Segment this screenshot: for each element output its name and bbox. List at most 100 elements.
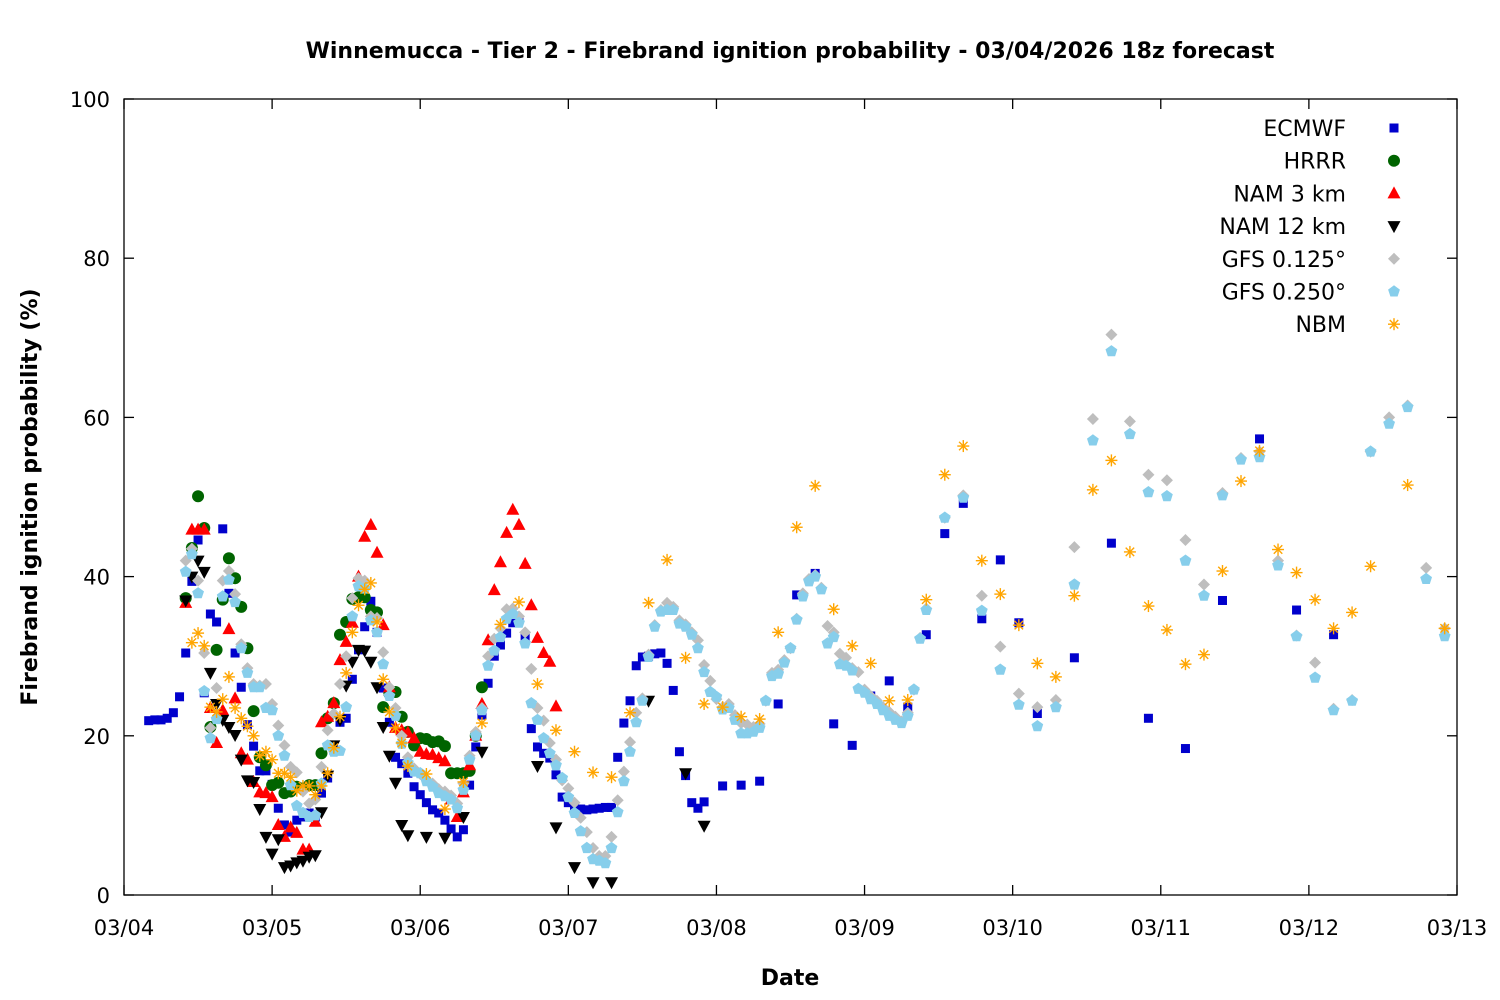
data-point-ecmwf — [175, 692, 185, 702]
data-point-ecmwf — [508, 618, 518, 628]
data-point-nam-3-km — [407, 731, 421, 744]
data-point-gfs-0-250 — [648, 620, 661, 632]
data-point-nbm — [266, 753, 279, 766]
data-point-gfs-0-125 — [1068, 541, 1081, 554]
data-point-nam-12-km — [358, 645, 372, 658]
data-point-nam-3-km — [487, 583, 501, 596]
data-point-ecmwf — [637, 652, 647, 662]
data-point-ecmwf — [428, 805, 438, 815]
data-point-nbm — [587, 766, 600, 779]
data-point-nbm — [204, 701, 217, 714]
data-point-ecmwf — [662, 658, 672, 668]
data-point-nbm — [383, 705, 396, 718]
data-point-ecmwf — [693, 803, 703, 813]
data-point-gfs-0-125 — [519, 626, 532, 639]
data-point-gfs-0-125 — [617, 765, 630, 778]
x-tick-label: 03/13 — [1427, 916, 1488, 940]
data-point-ecmwf — [150, 715, 160, 725]
data-point-nbm — [920, 593, 933, 606]
data-point-gfs-0-250 — [494, 630, 507, 643]
data-point-gfs-0-250 — [1401, 400, 1414, 413]
data-point-nbm — [1197, 648, 1210, 661]
data-point-gfs-0-250 — [531, 713, 544, 725]
chart-title: Winnemucca - Tier 2 - Firebrand ignition… — [306, 39, 1275, 64]
data-point-gfs-0-250 — [574, 825, 587, 837]
data-point-nam-12-km — [265, 848, 279, 861]
x-tick-label: 03/10 — [982, 916, 1043, 940]
data-point-gfs-0-250 — [871, 697, 883, 709]
data-point-gfs-0-250 — [858, 686, 871, 698]
data-point-ecmwf — [526, 724, 536, 734]
legend-marker-gfs-0-250 — [1388, 285, 1400, 297]
data-point-ecmwf — [619, 718, 629, 728]
data-point-ecmwf — [1069, 653, 1079, 663]
data-point-nbm — [438, 803, 451, 816]
data-point-nam-3-km — [327, 696, 341, 709]
data-point-ecmwf — [1180, 744, 1190, 754]
x-tick-label: 03/08 — [686, 916, 747, 940]
data-point-ecmwf — [347, 674, 357, 684]
data-point-gfs-0-250 — [846, 664, 859, 676]
legend-label-nam-12-km: NAM 12 km — [1219, 215, 1346, 240]
data-point-gfs-0-250 — [753, 721, 766, 733]
data-point-nam-3-km — [549, 699, 563, 712]
data-point-nam-12-km — [475, 746, 489, 759]
data-point-nbm — [315, 779, 328, 792]
data-point-ecmwf — [483, 678, 493, 688]
data-point-gfs-0-250 — [1327, 704, 1340, 716]
data-point-nbm — [846, 639, 859, 652]
data-point-hrrr — [358, 591, 371, 604]
data-point-nbm — [1179, 658, 1192, 671]
legend-label-hrrr: HRRR — [1284, 150, 1346, 175]
data-point-nam-12-km — [586, 877, 600, 890]
data-point-gfs-0-250 — [371, 626, 383, 638]
data-point-ecmwf — [668, 685, 678, 695]
data-point-gfs-0-250 — [630, 716, 643, 728]
data-point-gfs-0-250 — [815, 583, 828, 595]
data-point-gfs-0-250 — [1290, 630, 1303, 642]
data-point-nam-12-km — [364, 656, 378, 669]
data-point-gfs-0-250 — [309, 809, 322, 821]
data-point-gfs-0-250 — [198, 685, 211, 697]
data-point-gfs-0-250 — [784, 642, 797, 654]
data-point-nam-3-km — [438, 754, 452, 767]
data-point-nbm — [531, 678, 544, 691]
data-point-gfs-0-125 — [1197, 578, 1210, 591]
data-point-nbm — [198, 639, 211, 652]
data-point-gfs-0-250 — [476, 704, 488, 716]
series-gfs-0-125 — [179, 328, 1451, 862]
data-point-gfs-0-250 — [1235, 453, 1247, 465]
data-point-gfs-0-250 — [204, 732, 217, 744]
data-point-nbm — [624, 706, 637, 719]
data-point-nam-3-km — [537, 646, 551, 659]
data-point-nbm — [259, 745, 272, 758]
data-point-nam-3-km — [240, 752, 254, 765]
data-point-ecmwf — [279, 820, 289, 830]
data-point-nam-3-km — [364, 517, 378, 530]
data-point-gfs-0-125 — [1049, 693, 1062, 706]
x-tick-label: 03/04 — [94, 916, 155, 940]
data-point-hrrr — [438, 740, 451, 753]
data-point-nbm — [790, 521, 803, 534]
data-point-nam-12-km — [271, 834, 285, 847]
data-point-ecmwf — [1329, 630, 1339, 640]
data-point-gfs-0-250 — [1012, 698, 1025, 710]
data-point-gfs-0-250 — [908, 683, 920, 695]
data-point-gfs-0-250 — [778, 656, 791, 668]
data-point-ecmwf — [440, 815, 450, 825]
data-point-nbm — [827, 603, 840, 616]
y-tick-label: 40 — [83, 566, 110, 590]
data-point-nbm — [241, 720, 254, 733]
data-point-nbm — [1049, 670, 1062, 683]
data-point-nam-12-km — [530, 761, 544, 774]
data-point-hrrr — [192, 490, 205, 503]
data-point-nam-12-km — [568, 862, 582, 875]
data-point-nam-3-km — [524, 598, 538, 611]
data-point-nbm — [420, 768, 433, 781]
data-point-ecmwf — [736, 780, 746, 790]
data-point-nbm — [247, 729, 260, 742]
data-point-nam-12-km — [203, 667, 217, 680]
data-point-nbm — [883, 694, 896, 707]
data-point-nam-3-km — [518, 556, 532, 569]
series-nam-12-km — [179, 555, 711, 890]
